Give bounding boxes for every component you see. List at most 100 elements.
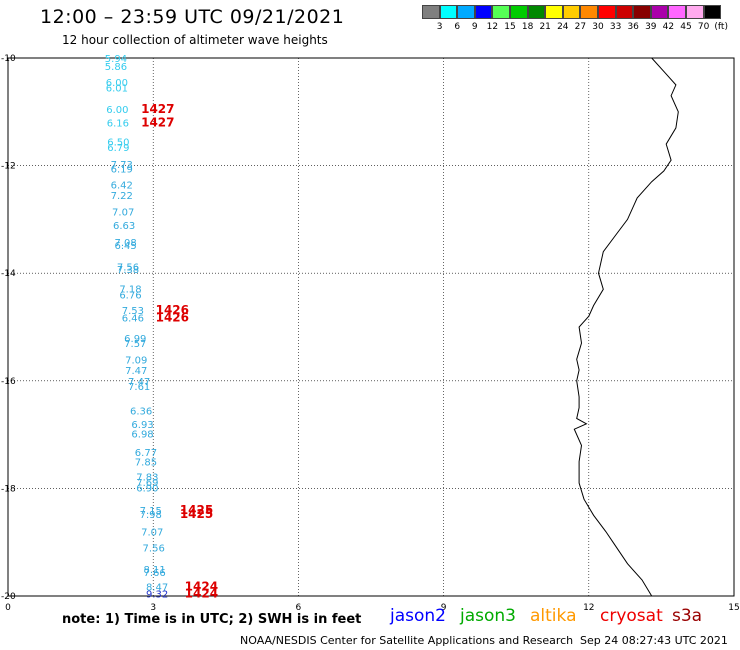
y-tick-label: -16 xyxy=(1,377,16,387)
wave-height-label: 7.56 xyxy=(143,544,165,555)
map-gridlines xyxy=(8,58,734,596)
coastline xyxy=(573,57,679,597)
legend-label: (ft) xyxy=(714,22,728,32)
wave-height-label: 7.09 xyxy=(125,355,147,366)
legend-swatch xyxy=(457,5,475,19)
y-tick-label: -20 xyxy=(1,592,16,602)
legend-label: 39 xyxy=(645,22,657,32)
x-tick-label: 9 xyxy=(441,603,447,613)
wave-height-label: 7.57 xyxy=(124,339,146,350)
x-tick-label: 0 xyxy=(5,603,11,613)
time-label: 1424 xyxy=(185,586,218,600)
x-tick-label: 6 xyxy=(296,603,302,613)
wave-height-label: 7.22 xyxy=(111,191,133,202)
wave-height-label: 8.47 xyxy=(146,582,168,593)
legend-swatch xyxy=(439,5,458,19)
time-label: 1426 xyxy=(156,310,189,324)
wave-height-label: 7.15 xyxy=(140,506,162,517)
color-legend-labels: 3 6 9 12 15 18 21 24 27 30 33 36 39 42 45 70 (ft) xyxy=(422,22,740,34)
wave-height-label: 7.73 xyxy=(111,160,133,171)
satellite-label-altika: altika xyxy=(530,606,577,626)
wave-height-label: 9.32 xyxy=(146,589,168,600)
wave-height-label: 7.07 xyxy=(112,207,134,218)
wave-height-label: 7.53 xyxy=(122,306,144,317)
wave-height-label: 6.00 xyxy=(106,78,128,89)
legend-swatch xyxy=(422,5,440,19)
legend-label: 21 xyxy=(539,22,551,32)
legend-label: 18 xyxy=(521,22,534,32)
y-tick-label: -12 xyxy=(1,162,16,172)
legend-label: 3 xyxy=(436,22,443,32)
map-frame xyxy=(7,57,735,597)
legend-label: 36 xyxy=(627,22,639,32)
wave-height-label: 6.76 xyxy=(119,291,141,302)
y-tick-label: -18 xyxy=(1,484,16,494)
page-subtitle: 12 hour collection of altimeter wave hei… xyxy=(62,33,328,47)
map-tick-labels: 0 3 6 9 12 15 -10 -12 -14 -16 -18 -20 xyxy=(1,54,740,613)
legend-swatch xyxy=(527,5,546,19)
wave-height-label: 6.77 xyxy=(135,448,157,459)
observation-labels: 5.945.866.006.016.006.166.506.797.736.19… xyxy=(105,54,168,600)
wave-height-label: 6.98 xyxy=(131,430,153,441)
satellite-label-s3a: s3a xyxy=(672,606,703,626)
wave-height-label: 7.56 xyxy=(117,263,139,274)
time-label: 1427 xyxy=(141,116,174,130)
legend-label: 70 xyxy=(697,22,710,32)
legend-label: 6 xyxy=(454,22,461,32)
wave-height-label: 7.85 xyxy=(135,458,157,469)
x-tick-label: 15 xyxy=(728,603,739,613)
satellite-label-jason3: jason3 xyxy=(460,606,516,626)
legend-label: 12 xyxy=(486,22,499,32)
wave-height-label: 5.94 xyxy=(105,54,127,65)
legend-swatch xyxy=(597,5,616,19)
color-legend xyxy=(422,5,722,19)
legend-swatch xyxy=(633,5,651,19)
wave-height-label: 7.69 xyxy=(136,478,158,489)
legend-swatch xyxy=(615,5,634,19)
legend-swatch xyxy=(650,5,669,19)
generated-timestamp: Sep 24 08:27:43 UTC 2021 xyxy=(580,634,728,647)
y-tick-label: -14 xyxy=(1,269,16,279)
wave-height-label: 7.66 xyxy=(144,568,166,579)
legend-swatch xyxy=(509,5,528,19)
credit-line: NOAA/NESDIS Center for Satellite Applica… xyxy=(240,634,574,647)
wave-height-label: 7.47 xyxy=(125,366,147,377)
wave-height-label: 6.16 xyxy=(107,119,129,130)
wave-height-label: 7.47 xyxy=(128,377,150,388)
wave-height-label: 7.07 xyxy=(141,527,163,538)
wave-height-label: 6.50 xyxy=(107,137,129,148)
wave-height-label: 7.98 xyxy=(140,510,162,521)
x-tick-label: 12 xyxy=(583,603,594,613)
wave-height-label: 7.83 xyxy=(136,473,158,484)
legend-swatch xyxy=(492,5,510,19)
wave-height-label: 6.45 xyxy=(114,241,136,252)
legend-swatch xyxy=(668,5,686,19)
y-tick-label: -10 xyxy=(1,54,16,64)
wave-height-label: 6.99 xyxy=(124,334,146,345)
time-label: 1424 xyxy=(185,579,218,593)
wave-height-label: 7.18 xyxy=(119,284,141,295)
time-label: 1425 xyxy=(180,507,213,521)
time-label: 1426 xyxy=(156,303,189,317)
wave-height-label: 7.61 xyxy=(128,382,150,393)
legend-label: 15 xyxy=(504,22,516,32)
legend-label: 42 xyxy=(662,22,675,32)
wave-height-label: 6.79 xyxy=(107,143,129,154)
wave-height-label: 7.38 xyxy=(117,265,139,276)
wave-height-label: 6.42 xyxy=(111,180,133,191)
satellite-label-cryosat: cryosat xyxy=(600,606,663,626)
wave-height-label: 6.63 xyxy=(113,221,135,232)
wave-height-label: 6.36 xyxy=(130,406,152,417)
legend-label: 45 xyxy=(680,22,692,32)
time-label: 1427 xyxy=(141,102,174,116)
wave-height-label: 7.08 xyxy=(114,238,136,249)
legend-label: 33 xyxy=(609,22,622,32)
wave-height-label: 6.46 xyxy=(122,313,144,324)
x-tick-label: 3 xyxy=(150,603,156,613)
time-label: 1425 xyxy=(180,503,213,517)
legend-label: 24 xyxy=(557,22,569,32)
legend-swatch xyxy=(703,5,722,19)
wave-height-label: 8.11 xyxy=(144,565,166,576)
